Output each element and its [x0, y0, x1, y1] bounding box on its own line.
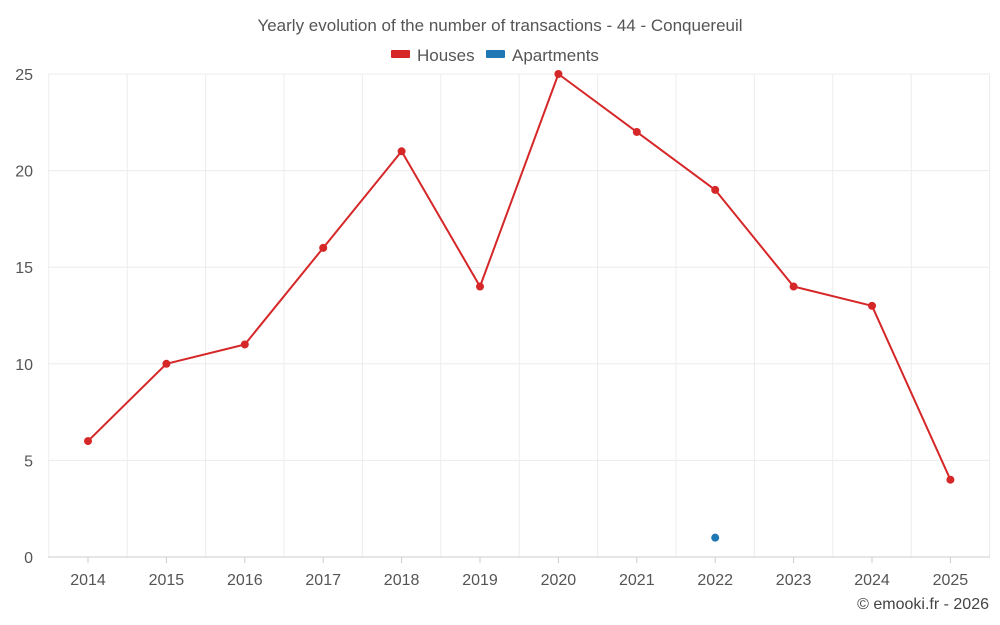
- y-tick-label: 5: [24, 453, 33, 470]
- x-tick-label: 2015: [149, 572, 185, 589]
- data-point-houses-2014[interactable]: [84, 437, 92, 446]
- data-point-houses-2020[interactable]: [554, 70, 563, 78]
- x-tick-label: 2021: [619, 572, 655, 589]
- chart-title: Yearly evolution of the number of transa…: [257, 16, 742, 35]
- x-tick-label: 2023: [776, 572, 812, 589]
- data-point-houses-2019[interactable]: [476, 282, 484, 291]
- x-tick-label: 2020: [541, 572, 577, 589]
- data-point-houses-2022[interactable]: [711, 185, 720, 194]
- credit-text: © emooki.fr - 2026: [857, 596, 989, 613]
- y-tick-labels: 0 5 10 15 20 25: [15, 67, 33, 567]
- data-point-apartments-2022[interactable]: [711, 533, 720, 542]
- y-tick-label: 25: [15, 67, 33, 84]
- y-tick-label: 15: [15, 260, 33, 277]
- legend-label-apartments: Apartments: [512, 46, 599, 65]
- data-point-houses-2024[interactable]: [868, 301, 876, 310]
- x-gridlines: [48, 74, 991, 557]
- x-tick-label: 2016: [227, 572, 263, 589]
- y-gridlines: [48, 73, 990, 461]
- series-line-houses: [87, 73, 952, 481]
- data-point-houses-2015[interactable]: [162, 359, 171, 368]
- data-point-houses-2018[interactable]: [397, 147, 406, 156]
- data-point-houses-2023[interactable]: [789, 282, 798, 291]
- x-tick-label: 2025: [933, 572, 969, 589]
- legend: Houses Apartments: [391, 46, 599, 65]
- data-point-houses-2025[interactable]: [946, 475, 955, 484]
- x-tick-label: 2018: [384, 572, 420, 589]
- legend-item-houses[interactable]: Houses: [391, 46, 475, 65]
- y-tick-label: 20: [15, 164, 33, 181]
- x-tick-label: 2024: [854, 572, 890, 589]
- x-tick-labels: 2014 2015 2016 2017 2018 2019 2020 2021 2022 2023…: [70, 557, 968, 589]
- legend-swatch-houses: [391, 50, 410, 58]
- legend-item-apartments[interactable]: Apartments: [486, 46, 599, 65]
- data-point-houses-2016[interactable]: [240, 340, 249, 349]
- y-tick-label: 0: [24, 550, 33, 567]
- x-tick-label: 2019: [462, 572, 498, 589]
- legend-label-houses: Houses: [417, 46, 475, 65]
- series-layer: [84, 70, 955, 542]
- data-point-houses-2017[interactable]: [319, 243, 328, 252]
- data-point-houses-2021[interactable]: [632, 127, 641, 136]
- legend-swatch-apartments: [486, 50, 505, 58]
- y-tick-label: 10: [15, 357, 33, 374]
- x-tick-label: 2014: [70, 572, 106, 589]
- x-tick-label: 2017: [305, 572, 341, 589]
- x-tick-label: 2022: [697, 572, 733, 589]
